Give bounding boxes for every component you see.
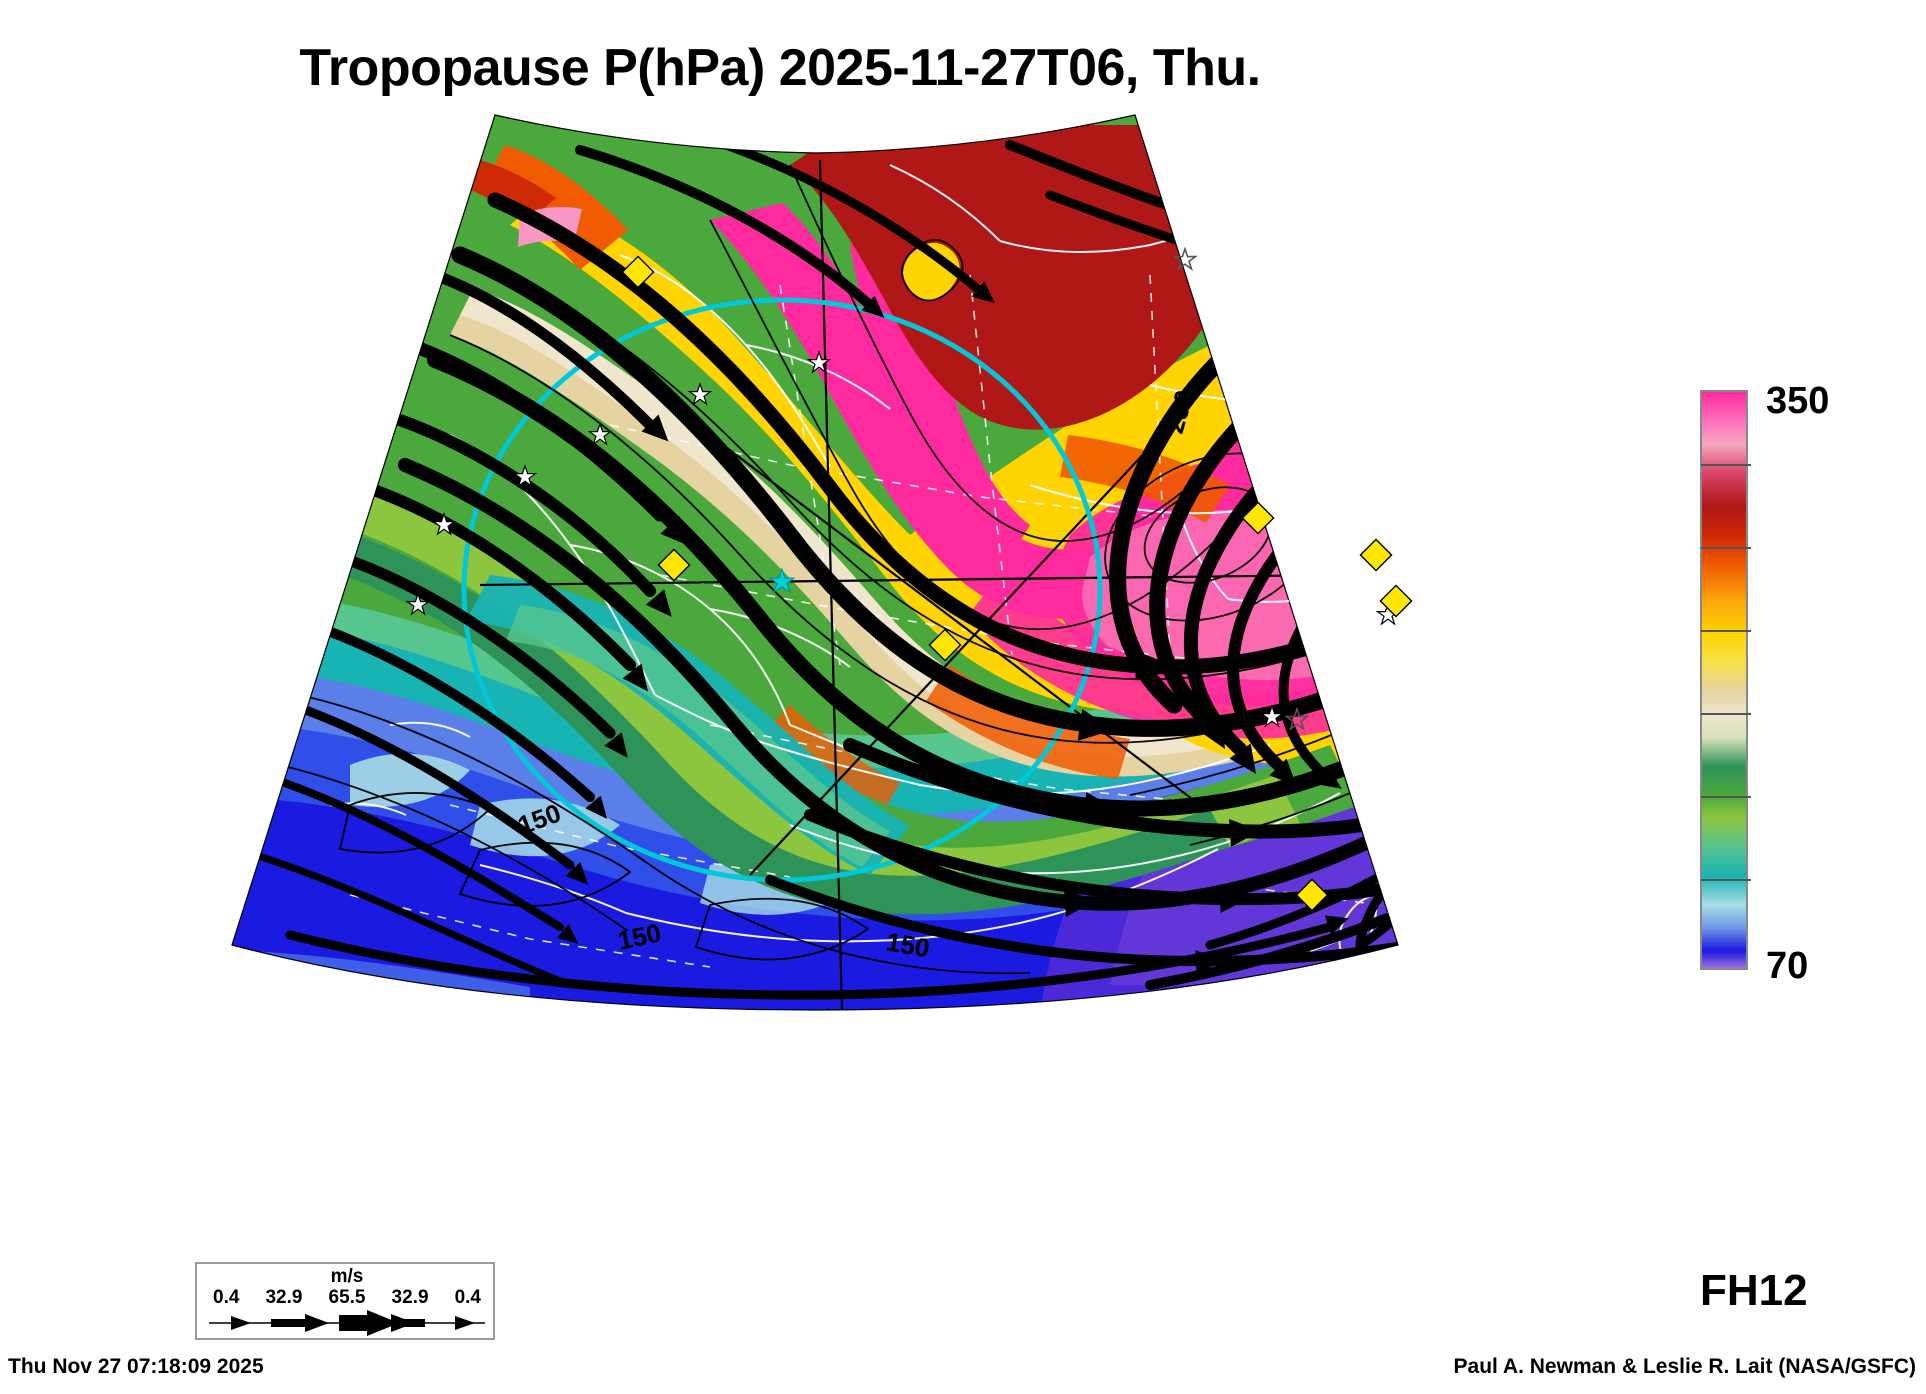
page-title: Tropopause P(hPa) 2025-11-27T06, Thu. — [299, 39, 1261, 97]
station-marker[interactable] — [587, 422, 613, 446]
wind-value-1: 32.9 — [265, 1287, 303, 1308]
wind-value-labels: 0.4 32.9 65.5 32.9 0.4 — [197, 1287, 497, 1309]
station-marker[interactable] — [806, 350, 832, 374]
center-marker[interactable] — [768, 567, 796, 594]
colorbar-min-label: 70 — [1766, 945, 1809, 987]
site-marker-layer[interactable] — [621, 255, 1413, 912]
generation-timestamp: Thu Nov 27 07:18:09 2025 — [8, 1355, 264, 1378]
colorbar-tick — [1701, 796, 1751, 798]
site-marker[interactable] — [1359, 538, 1393, 572]
wind-value-2: 65.5 — [328, 1287, 366, 1308]
colorbar-gradient — [1700, 390, 1751, 970]
site-marker[interactable] — [621, 255, 655, 289]
colorbar: 350 70 — [1700, 380, 1926, 1000]
station-marker[interactable] — [405, 592, 431, 616]
station-marker-outline[interactable] — [1172, 246, 1198, 272]
wind-value-0: 0.4 — [213, 1287, 240, 1308]
site-marker[interactable] — [657, 548, 691, 582]
colorbar-tick — [1701, 879, 1751, 881]
map-panel[interactable]: 150 150 150 250 — [150, 105, 1480, 1015]
station-marker-outline[interactable] — [1284, 706, 1310, 732]
site-marker[interactable] — [1241, 501, 1275, 535]
colorbar-tick — [1701, 547, 1751, 549]
wind-speed-legend: m/s 0.4 32.9 65.5 32.9 0.4 — [195, 1262, 495, 1340]
site-marker[interactable] — [928, 628, 962, 662]
station-marker[interactable] — [687, 382, 713, 406]
station-marker[interactable] — [1259, 704, 1285, 728]
station-marker[interactable] — [512, 464, 538, 488]
station-marker[interactable] — [431, 512, 457, 536]
colorbar-max-label: 350 — [1766, 380, 1830, 422]
site-marker[interactable] — [1295, 878, 1329, 912]
wind-unit-label: m/s — [330, 1266, 364, 1287]
tropopause-pressure-map[interactable]: 150 150 150 250 — [150, 105, 1480, 1015]
colorbar-tick — [1701, 630, 1751, 632]
forecast-hour-label: FH12 — [1700, 1266, 1808, 1315]
map-border — [231, 114, 1399, 1011]
station-marker-layer[interactable] — [405, 246, 1401, 732]
wind-value-3: 32.9 — [391, 1287, 429, 1308]
wind-value-4: 0.4 — [454, 1287, 481, 1308]
contour-label-150-c: 150 — [884, 926, 932, 963]
colorbar-tick — [1701, 713, 1751, 715]
author-credit: Paul A. Newman & Leslie R. Lait (NASA/GS… — [1453, 1355, 1916, 1378]
colorbar-tick — [1701, 464, 1751, 466]
wind-arrow-scale-icon — [209, 1310, 485, 1336]
site-marker[interactable] — [1379, 584, 1413, 618]
